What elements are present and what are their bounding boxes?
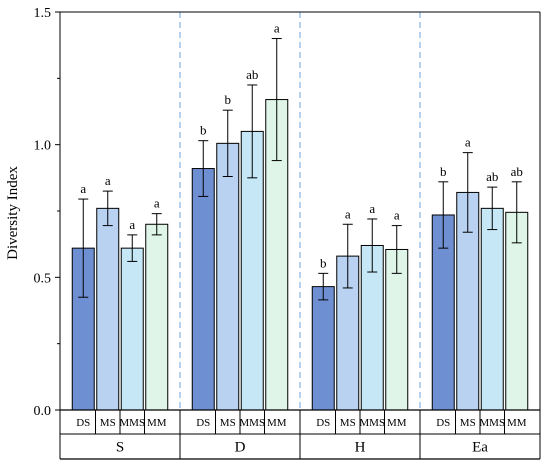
category-label: MMS xyxy=(119,417,145,429)
group-label: D xyxy=(235,440,246,456)
category-label: MMS xyxy=(239,417,265,429)
significance-label: b xyxy=(440,164,447,179)
bar-d-ds xyxy=(191,168,215,411)
significance-label: ab xyxy=(246,67,258,82)
category-label: MM xyxy=(267,417,287,429)
significance-label: a xyxy=(80,181,86,196)
category-label: MS xyxy=(340,417,356,429)
category-label: MS xyxy=(220,417,236,429)
significance-label: b xyxy=(225,92,232,107)
group-dividers xyxy=(179,12,421,410)
group-label: H xyxy=(355,440,366,456)
significance-label: a xyxy=(105,173,111,188)
bar-s-mm xyxy=(145,223,169,411)
y-tick-label: 0.0 xyxy=(34,404,52,419)
category-label: MMS xyxy=(359,417,385,429)
category-label: DS xyxy=(436,417,450,429)
significance-label: a xyxy=(274,21,280,36)
significance-label: a xyxy=(369,201,375,216)
bar-h-ds xyxy=(311,286,335,411)
significance-label: ab xyxy=(486,169,498,184)
category-label: MM xyxy=(147,417,167,429)
y-tick-label: 0.5 xyxy=(34,271,52,286)
category-label: MM xyxy=(507,417,527,429)
group-label: Ea xyxy=(472,440,488,456)
category-label: MMS xyxy=(479,417,505,429)
bar-s-mms xyxy=(120,247,144,411)
significance-label: ab xyxy=(511,164,523,179)
y-tick-label: 1.0 xyxy=(34,139,52,154)
significance-label: a xyxy=(345,206,351,221)
labels-layer: aDSaMSaMMSaMMSbDSbMSabMMSaMMDbDSaMSaMMSa… xyxy=(76,21,527,456)
significance-label: b xyxy=(200,123,207,138)
significance-label: a xyxy=(129,217,135,232)
category-label: DS xyxy=(316,417,330,429)
bar-s-ms xyxy=(96,207,120,411)
category-label: DS xyxy=(196,417,210,429)
bars-layer xyxy=(71,38,529,411)
significance-label: a xyxy=(154,196,160,211)
group-label: S xyxy=(116,440,124,456)
bar-d-ms xyxy=(216,142,240,411)
significance-label: b xyxy=(320,255,327,270)
category-label: MS xyxy=(100,417,116,429)
significance-label: a xyxy=(465,135,471,150)
category-label: DS xyxy=(76,417,90,429)
bar-ea-mms xyxy=(480,207,504,411)
axes-layer: 0.0 0.5 1.0 1.5 xyxy=(34,6,541,460)
significance-label: a xyxy=(394,208,400,223)
category-label: MS xyxy=(460,417,476,429)
y-axis-title: Diversity Index xyxy=(5,166,21,260)
y-tick-label: 1.5 xyxy=(34,6,52,21)
category-label: MM xyxy=(387,417,407,429)
